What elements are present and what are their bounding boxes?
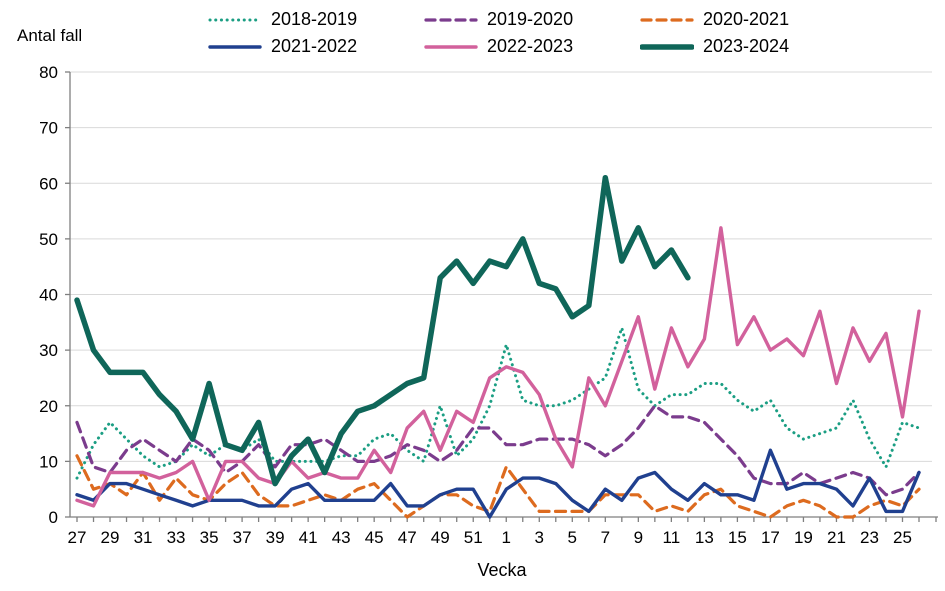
legend-swatch-line (640, 17, 694, 22)
legend-swatch-2018-2019 (208, 8, 262, 32)
x-tick-label: 9 (634, 528, 643, 547)
legend-label-2019-2020: 2019-2020 (487, 9, 574, 29)
x-tick-label: 3 (535, 528, 544, 547)
x-tick-label: 13 (695, 528, 714, 547)
x-tick-label: 5 (568, 528, 577, 547)
x-tick-label: 23 (860, 528, 879, 547)
legend-swatch-line (424, 17, 478, 22)
legend-item-2019-2020: 2019-2020 (424, 8, 640, 32)
series-line-2023-2024 (74, 174, 691, 487)
legend-swatch-line (639, 43, 695, 50)
y-tick-label: 0 (49, 508, 58, 527)
y-tick-label: 40 (39, 286, 58, 305)
legend: 2018-2019 2019-2020 2020-2021 2021-2022 … (208, 6, 866, 60)
x-tick-label: 47 (398, 528, 417, 547)
legend-item-2022-2023: 2022-2023 (424, 35, 640, 59)
x-tick-label: 11 (663, 528, 681, 547)
y-tick-label: 80 (39, 63, 58, 82)
legend-label-2018-2019: 2018-2019 (271, 9, 358, 29)
legend-swatch-line (208, 44, 262, 49)
legend-swatch-2023-2024 (639, 35, 695, 59)
x-axis-title: Vecka (477, 560, 527, 580)
x-tick-label: 37 (233, 528, 252, 547)
legend-label-2023-2024: 2023-2024 (703, 36, 790, 56)
series-line-2022-2023 (75, 226, 921, 508)
y-tick-label: 60 (39, 174, 58, 193)
legend-item-2021-2022: 2021-2022 (208, 35, 424, 59)
x-tick-label: 1 (502, 528, 511, 547)
x-tick-label: 25 (893, 528, 912, 547)
series-line-2019-2020 (75, 404, 921, 497)
x-tick-label: 45 (365, 528, 384, 547)
y-tick-label: 50 (39, 230, 58, 249)
x-tick-label: 51 (464, 528, 483, 547)
legend-item-2018-2019: 2018-2019 (208, 8, 424, 32)
x-tick-label: 15 (728, 528, 747, 547)
legend-label-2021-2022: 2021-2022 (271, 36, 358, 56)
y-tick-label: 10 (39, 452, 58, 471)
x-tick-label: 19 (794, 528, 813, 547)
legend-item-2020-2021: 2020-2021 (640, 8, 866, 32)
x-tick-label: 17 (761, 528, 780, 547)
y-tick-label: 20 (39, 397, 58, 416)
x-tick-label: 35 (200, 528, 219, 547)
x-tick-label: 21 (827, 528, 846, 547)
x-tick-label: 29 (101, 528, 120, 547)
series-line-2021-2022 (75, 448, 921, 519)
legend-swatch-2020-2021 (640, 8, 694, 32)
y-tick-label: 30 (39, 341, 58, 360)
y-axis-title: Antal fall (17, 26, 83, 45)
x-tick-label: 49 (431, 528, 450, 547)
legend-swatch-2021-2022 (208, 35, 262, 59)
x-tick-label: 31 (134, 528, 153, 547)
legend-swatch-2022-2023 (424, 35, 478, 59)
legend-item-2023-2024: 2023-2024 (639, 35, 866, 59)
x-tick-label: 7 (601, 528, 610, 547)
y-tick-label: 70 (39, 119, 58, 138)
x-tick-label: 27 (68, 528, 87, 547)
legend-swatch-2019-2020 (424, 8, 478, 32)
legend-swatch-line (208, 18, 262, 21)
legend-label-2022-2023: 2022-2023 (487, 36, 574, 56)
series-line-2020-2021 (75, 454, 921, 519)
x-tick-label: 33 (167, 528, 186, 547)
x-tick-label: 41 (299, 528, 318, 547)
x-tick-label: 43 (332, 528, 351, 547)
legend-label-2020-2021: 2020-2021 (703, 9, 790, 29)
x-tick-label: 39 (266, 528, 285, 547)
legend-swatch-line (424, 44, 478, 49)
series-line-2018-2019 (75, 326, 921, 480)
